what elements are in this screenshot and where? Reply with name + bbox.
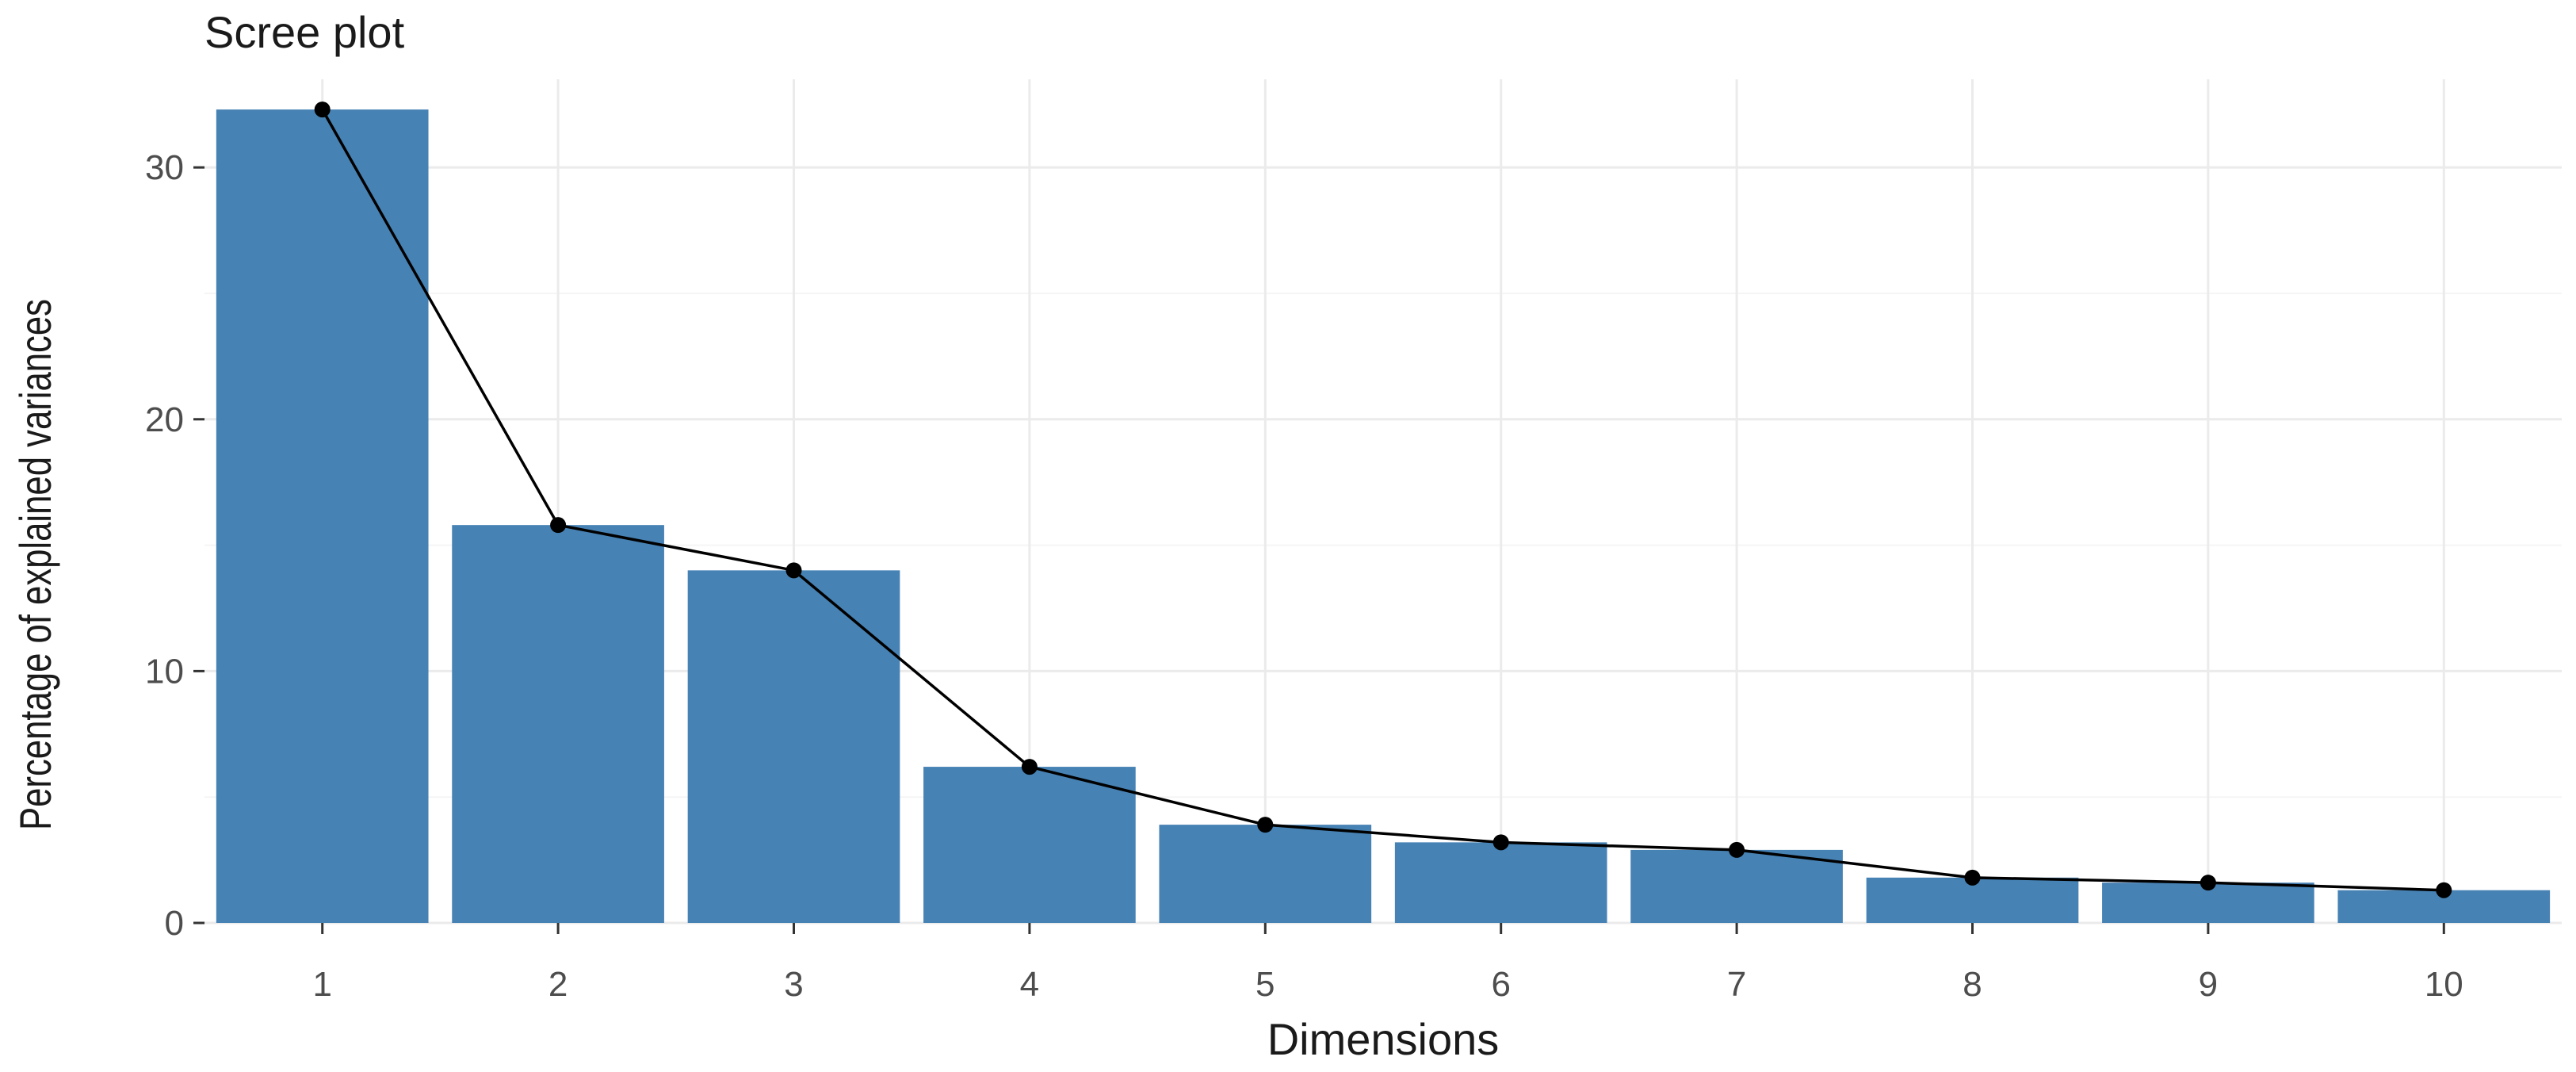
y-tick-label: 10 bbox=[145, 652, 184, 691]
x-tick-label: 4 bbox=[1020, 965, 1039, 1004]
variance-point-dim-7 bbox=[1729, 841, 1745, 858]
bar-dim-6 bbox=[1394, 842, 1607, 923]
chart-title: Scree plot bbox=[204, 7, 405, 57]
bar-dim-2 bbox=[452, 525, 664, 923]
y-tick-label: 30 bbox=[145, 148, 184, 187]
x-tick-label: 1 bbox=[312, 965, 331, 1004]
variance-line bbox=[321, 109, 2444, 892]
variance-point-dim-3 bbox=[785, 562, 802, 579]
x-tick-label: 9 bbox=[2199, 965, 2218, 1004]
x-tick-label: 8 bbox=[1963, 965, 1982, 1004]
tick-labels: 0 10 20 30 1 2 3 4 5 6 7 8 9 10 bbox=[145, 148, 2463, 1004]
y-tick-label: 0 bbox=[165, 904, 184, 943]
x-axis-title: Dimensions bbox=[1267, 1014, 1500, 1064]
variance-point-dim-1 bbox=[314, 101, 331, 118]
bars bbox=[216, 109, 2551, 924]
y-axis-title: Percentage of explained variances bbox=[11, 299, 60, 830]
y-tick-label: 20 bbox=[145, 400, 184, 439]
variance-point-dim-2 bbox=[550, 517, 567, 534]
x-tick-label: 5 bbox=[1256, 965, 1275, 1004]
bar-dim-4 bbox=[923, 767, 1136, 923]
x-tick-label: 2 bbox=[548, 965, 568, 1004]
variance-point-dim-8 bbox=[1964, 869, 1981, 886]
variance-point-dim-5 bbox=[1257, 817, 1274, 833]
x-tick-label: 10 bbox=[2425, 965, 2463, 1004]
bar-dim-7 bbox=[1630, 849, 1843, 923]
line-overlay bbox=[314, 101, 2452, 898]
variance-point-dim-9 bbox=[2200, 875, 2216, 891]
x-tick-label: 6 bbox=[1491, 965, 1510, 1004]
variance-point-dim-6 bbox=[1492, 834, 1509, 851]
bar-dim-5 bbox=[1159, 825, 1372, 923]
variance-point-dim-4 bbox=[1021, 759, 1038, 775]
bar-dim-3 bbox=[687, 570, 900, 923]
x-tick-label: 7 bbox=[1727, 965, 1746, 1004]
grid-lines bbox=[204, 79, 2562, 925]
variance-point-dim-10 bbox=[2436, 882, 2452, 898]
x-tick-label: 3 bbox=[784, 965, 803, 1004]
bar-dim-1 bbox=[216, 109, 429, 924]
